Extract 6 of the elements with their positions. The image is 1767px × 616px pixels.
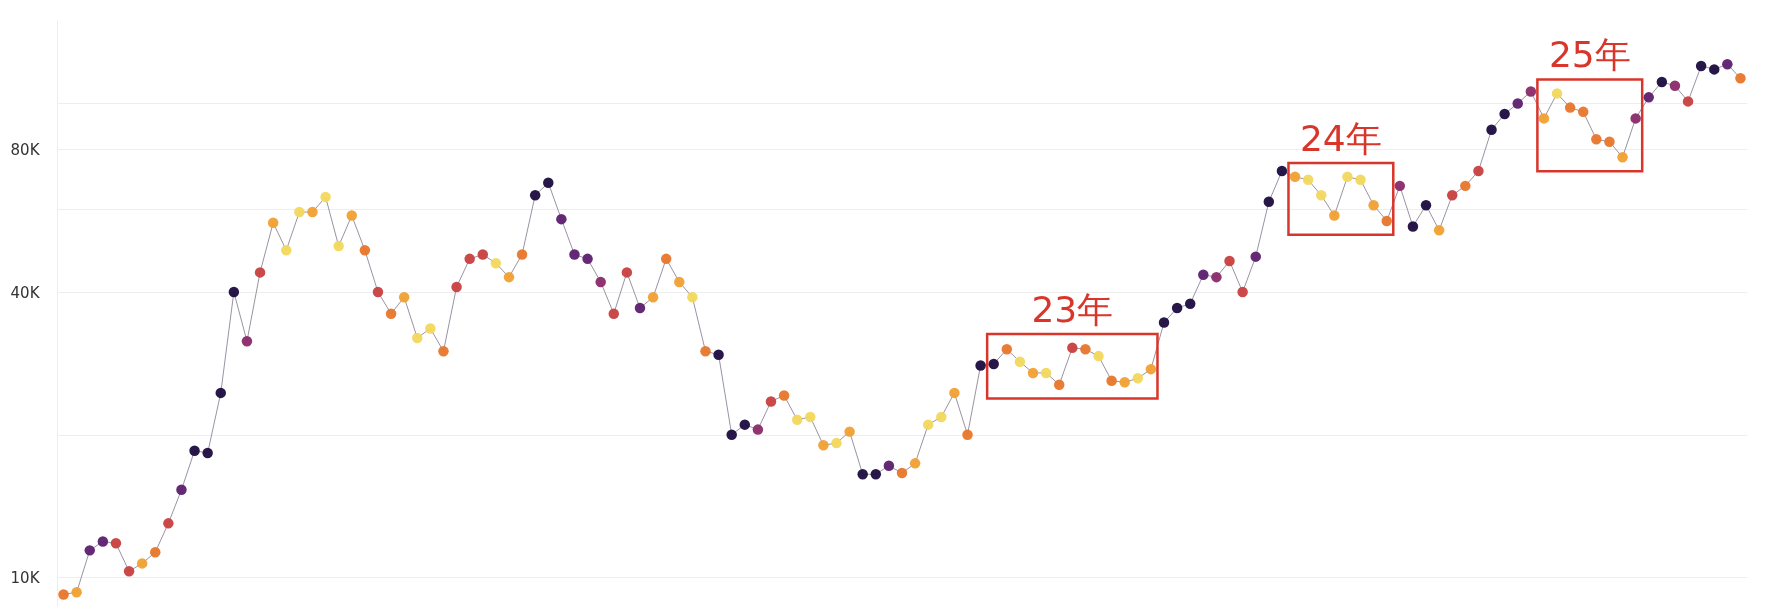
annotation: 24年 <box>1299 117 1382 159</box>
y-tick-label: 10K <box>10 568 41 587</box>
annotation: 25年 <box>1548 34 1631 76</box>
y-tick-label: 80K <box>10 140 41 159</box>
annotation: 23年 <box>1031 288 1114 330</box>
y-tick-label: 40K <box>10 283 41 302</box>
